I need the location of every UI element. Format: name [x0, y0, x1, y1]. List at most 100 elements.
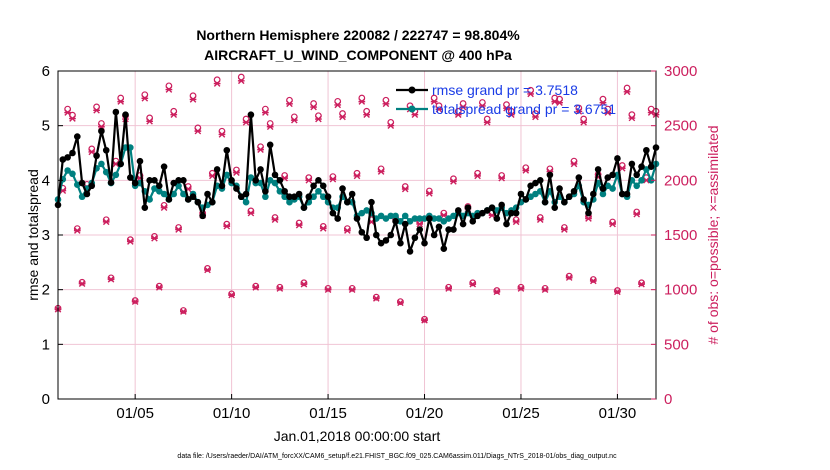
rmse-point: [209, 198, 216, 206]
rmse-point: [599, 185, 607, 192]
rmse-point: [464, 204, 472, 211]
rmse-point: [609, 171, 616, 179]
obs-assimilated-marker: [483, 119, 491, 126]
obs-assimilated-marker: [425, 190, 433, 197]
totalspread-point: [406, 218, 414, 225]
obs-assimilated-marker: [102, 218, 110, 226]
obs-assimilated-glyph: [117, 98, 125, 105]
y-axis-left-label: rmse and totalspread: [25, 169, 41, 301]
rmse-point: [604, 174, 612, 181]
obs-assimilated-glyph: [435, 105, 443, 113]
obs-assimilated-glyph: [233, 169, 240, 176]
obs-assimilated-marker: [343, 227, 351, 234]
obs-assimilated-glyph: [93, 107, 100, 114]
obs-assimilated-marker: [358, 98, 366, 105]
rmse-point: [73, 133, 81, 140]
obs-assimilated-marker: [69, 115, 76, 122]
obs-assimilated-glyph: [628, 114, 636, 122]
obs-assimilated-marker: [242, 119, 250, 126]
obs-assimilated-glyph: [324, 286, 332, 293]
totalspread-point: [315, 187, 322, 195]
obs-assimilated-marker: [78, 280, 86, 287]
rmse-point: [107, 179, 115, 186]
obs-assimilated-glyph: [483, 119, 491, 126]
rmse-point: [536, 177, 544, 184]
obs-assimilated-marker: [319, 225, 327, 232]
rmse-point: [368, 198, 375, 206]
rmse-point: [151, 177, 158, 184]
obs-assimilated-glyph: [599, 99, 607, 107]
rmse-point: [628, 160, 636, 168]
obs-assimilated-marker: [155, 284, 163, 291]
totalspread-point: [392, 212, 399, 220]
obs-assimilated-marker: [575, 108, 583, 115]
obs-assimilated-marker: [527, 90, 534, 98]
obs-assimilated-marker: [233, 169, 240, 176]
rmse-point: [401, 220, 409, 228]
obs-assimilated-glyph: [618, 165, 626, 172]
x-tick-label: 01/30: [599, 405, 637, 422]
totalspread-point: [377, 212, 385, 220]
obs-assimilated-marker: [618, 165, 626, 172]
totalspread-point: [416, 215, 423, 222]
obs-assimilated-glyph: [290, 116, 298, 124]
rmse-point: [180, 177, 187, 184]
obs-assimilated-glyph: [570, 160, 578, 168]
obs-assimilated-glyph: [507, 111, 515, 119]
obs-assimilated-marker: [247, 209, 255, 217]
obs-assimilated-marker: [324, 286, 332, 293]
obs-assimilated-marker: [493, 288, 501, 296]
rmse-point: [633, 171, 641, 179]
rmse-point: [493, 215, 501, 222]
rmse-point: [276, 177, 284, 184]
rmse-point: [469, 218, 477, 225]
obs-assimilated-glyph: [575, 108, 583, 115]
obs-assimilated-marker: [208, 172, 216, 180]
totalspread-point: [64, 167, 71, 174]
x-tick-label: 01/05: [116, 405, 154, 422]
rmse-point: [88, 182, 96, 190]
rmse-point: [271, 171, 279, 179]
obs-assimilated-marker: [507, 111, 515, 119]
rmse-point: [397, 239, 404, 247]
rmse-point: [594, 166, 602, 173]
rmse-point: [483, 207, 491, 214]
obs-assimilated-glyph: [69, 115, 76, 122]
chart-title-line2: AIRCRAFT_U_WIND_COMPONENT @ 400 hPa: [204, 47, 512, 63]
x-tick-label: 01/10: [213, 405, 251, 422]
rmse-point: [93, 152, 100, 160]
rmse-point: [329, 209, 337, 217]
left-tick-label: 4: [42, 172, 50, 189]
obs-assimilated-marker: [387, 122, 395, 129]
totalspread-point: [151, 185, 158, 192]
obs-assimilated-glyph: [252, 284, 260, 291]
totalspread-point: [532, 190, 539, 198]
right-tick-label: 1000: [664, 282, 697, 299]
obs-assimilated-marker: [286, 100, 293, 108]
rmse-point: [281, 187, 288, 195]
obs-assimilated-marker: [377, 168, 385, 175]
obs-assimilated-glyph: [387, 122, 395, 129]
obs-assimilated-marker: [165, 86, 173, 93]
obs-assimilated-glyph: [358, 98, 366, 105]
obs-assimilated-marker: [266, 123, 274, 131]
obs-possible-marker: [565, 272, 573, 280]
obs-assimilated-marker: [223, 222, 231, 230]
rmse-point: [257, 166, 264, 173]
obs-possible-marker: [493, 287, 501, 294]
legend-rmse-label: rmse grand pr = 3.7518: [432, 82, 578, 98]
obs-assimilated-glyph: [421, 316, 428, 324]
right-tick-label: 3000: [664, 63, 697, 80]
obs-assimilated-glyph: [218, 131, 226, 138]
left-tick-label: 1: [42, 336, 50, 353]
totalspread-point: [440, 218, 448, 225]
obs-possible-marker: [589, 276, 597, 283]
obs-assimilated-glyph: [242, 119, 250, 126]
totalspread-point: [638, 177, 645, 184]
obs-possible-marker: [541, 284, 549, 292]
rmse-point: [218, 182, 226, 190]
rmse-point: [508, 209, 515, 217]
obs-assimilated-glyph: [459, 103, 467, 111]
obs-assimilated-marker: [498, 174, 506, 182]
